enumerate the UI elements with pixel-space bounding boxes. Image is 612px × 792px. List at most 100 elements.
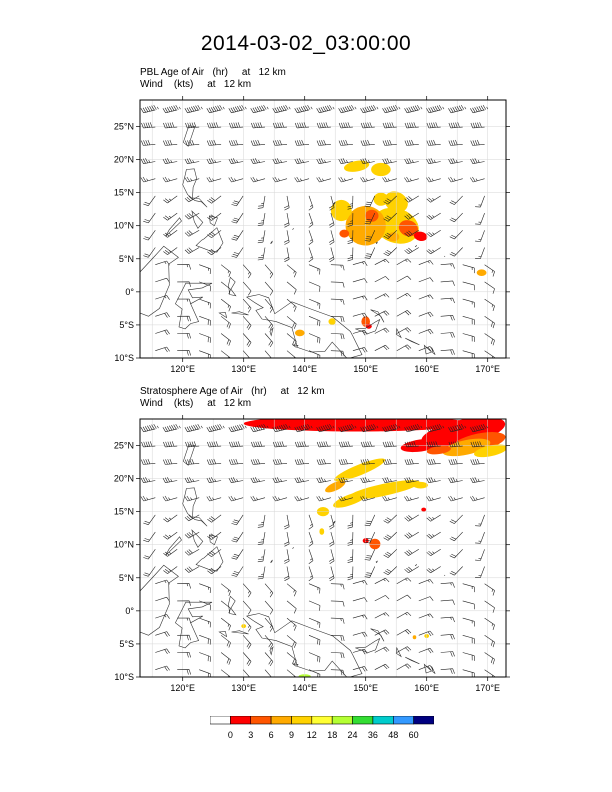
coastline-6 [140, 245, 179, 317]
wind-barb-182 [286, 617, 297, 631]
lat-tick-label-5: 5°N [119, 573, 134, 583]
wind-barb-222 [462, 652, 475, 661]
wind-barb-126 [449, 549, 463, 559]
wind-barb-107 [383, 531, 398, 541]
wind-barb-42 [360, 139, 375, 146]
wind-barb-179 [220, 298, 231, 312]
field-blob-14 [328, 318, 336, 325]
coastline-25 [269, 646, 274, 656]
wind-barb-187 [396, 292, 412, 300]
wind-barb-94 [449, 514, 463, 524]
wind-barb-64 [140, 176, 156, 183]
wind-barb-175 [484, 600, 495, 613]
wind-barb-14 [448, 423, 467, 433]
wind-barb-7 [294, 104, 313, 114]
wind-barb-150 [286, 583, 297, 597]
wind-barb-122 [364, 230, 376, 242]
wind-barb-218 [374, 646, 390, 653]
wind-barb-58 [360, 477, 375, 483]
wind-barb-192 [155, 631, 170, 637]
wind-barb-138 [364, 247, 376, 259]
wind-barb-46 [448, 139, 463, 146]
coastline-15 [405, 656, 420, 665]
colorbar-box-5 [311, 715, 333, 725]
wind-barb-142 [449, 566, 463, 576]
wind-barb-159 [484, 583, 495, 596]
wind-barb-169 [352, 597, 368, 603]
wind-barb-4 [228, 104, 247, 114]
wind-barb-188 [418, 294, 434, 300]
wind-barb-158 [462, 583, 475, 593]
figure-title: 2014-03-02_03:00:00 [200, 32, 412, 55]
lat-tick-label-15: 15°N [114, 188, 134, 198]
colorbar-label-9: 9 [289, 730, 294, 740]
wind-barb-168 [330, 600, 345, 607]
coastline-26 [292, 663, 299, 667]
wind-barb-50 [184, 158, 200, 164]
wind-barb-188 [418, 613, 434, 619]
coastline-19 [332, 201, 336, 205]
wind-barb-165 [264, 281, 274, 296]
wind-barb-180 [242, 298, 252, 313]
wind-barb-139 [383, 566, 398, 576]
wind-barb-16 [141, 122, 156, 129]
coastline-9 [218, 312, 228, 319]
wind-barb-151 [308, 264, 321, 275]
wind-barb-114 [184, 230, 200, 237]
wind-barb-173 [440, 599, 455, 605]
wind-barb-27 [382, 441, 397, 448]
coastline-2 [209, 534, 218, 546]
wind-barb-163 [220, 281, 231, 295]
wind-barb-225 [177, 669, 191, 675]
wind-barb-34 [185, 458, 200, 465]
lon-tick-label-170: 170°E [475, 683, 500, 693]
wind-barb-229 [264, 350, 272, 358]
wind-barb-146 [199, 264, 211, 275]
field-blob-2 [330, 199, 352, 222]
wind-barb-201 [352, 631, 368, 638]
wind-barb-79 [470, 495, 485, 502]
coastline-11 [246, 613, 363, 677]
wind-barb-185 [352, 295, 368, 301]
wind-barb-73 [338, 495, 353, 502]
panel1-subtitle-field: PBL Age of Air (hr) at 12 km [140, 67, 286, 78]
wind-barb-128 [143, 566, 156, 577]
lat-tick-label-5: 5°N [119, 254, 134, 264]
wind-barb-135 [308, 247, 314, 263]
lon-tick-label-120: 120°E [170, 364, 195, 374]
wind-barb-162 [199, 600, 211, 611]
wind-barb-6 [272, 423, 291, 433]
wind-barb-153 [352, 580, 368, 585]
wind-barb-149 [264, 264, 274, 279]
wind-barb-197 [264, 635, 274, 649]
wind-barb-2 [184, 423, 203, 433]
colorbar-svg: 0 3 6 9 12 18 24 36 48 60 [209, 715, 435, 740]
wind-barb-62 [448, 477, 463, 483]
wind-barb-17 [163, 122, 178, 129]
wind-barb-183 [308, 617, 321, 628]
wind-barb-40 [316, 139, 331, 146]
wind-barb-215 [308, 652, 321, 663]
coastline-1 [191, 210, 204, 229]
wind-barb-160 [155, 596, 170, 602]
wind-barb-114 [184, 549, 200, 556]
wind-barb-227 [220, 669, 231, 677]
wind-barb-226 [199, 350, 211, 358]
wind-barb-70 [272, 495, 288, 502]
wind-barb-103 [308, 531, 314, 547]
stratosphere-age-map: 120°E 130°E 140°E 150°E 160°E 170°E 25°N 20°N 15… [114, 415, 510, 693]
wind-barb-117 [257, 549, 266, 563]
wind-barb-98 [184, 531, 200, 539]
wind-barb-212 [242, 333, 252, 348]
colorbar-box-4 [291, 715, 313, 725]
wind-barb-82 [184, 514, 200, 522]
coastline-0 [182, 487, 208, 527]
wind-barb-112 [143, 230, 156, 241]
lat-tick-label-15: 15°N [114, 507, 134, 517]
field-blob-12 [476, 269, 487, 276]
wind-barb-86 [283, 195, 290, 211]
wind-barb-208 [155, 648, 170, 654]
wind-barb-0 [140, 104, 159, 114]
field-blob-20 [412, 635, 417, 640]
wind-barb-157 [440, 582, 455, 588]
